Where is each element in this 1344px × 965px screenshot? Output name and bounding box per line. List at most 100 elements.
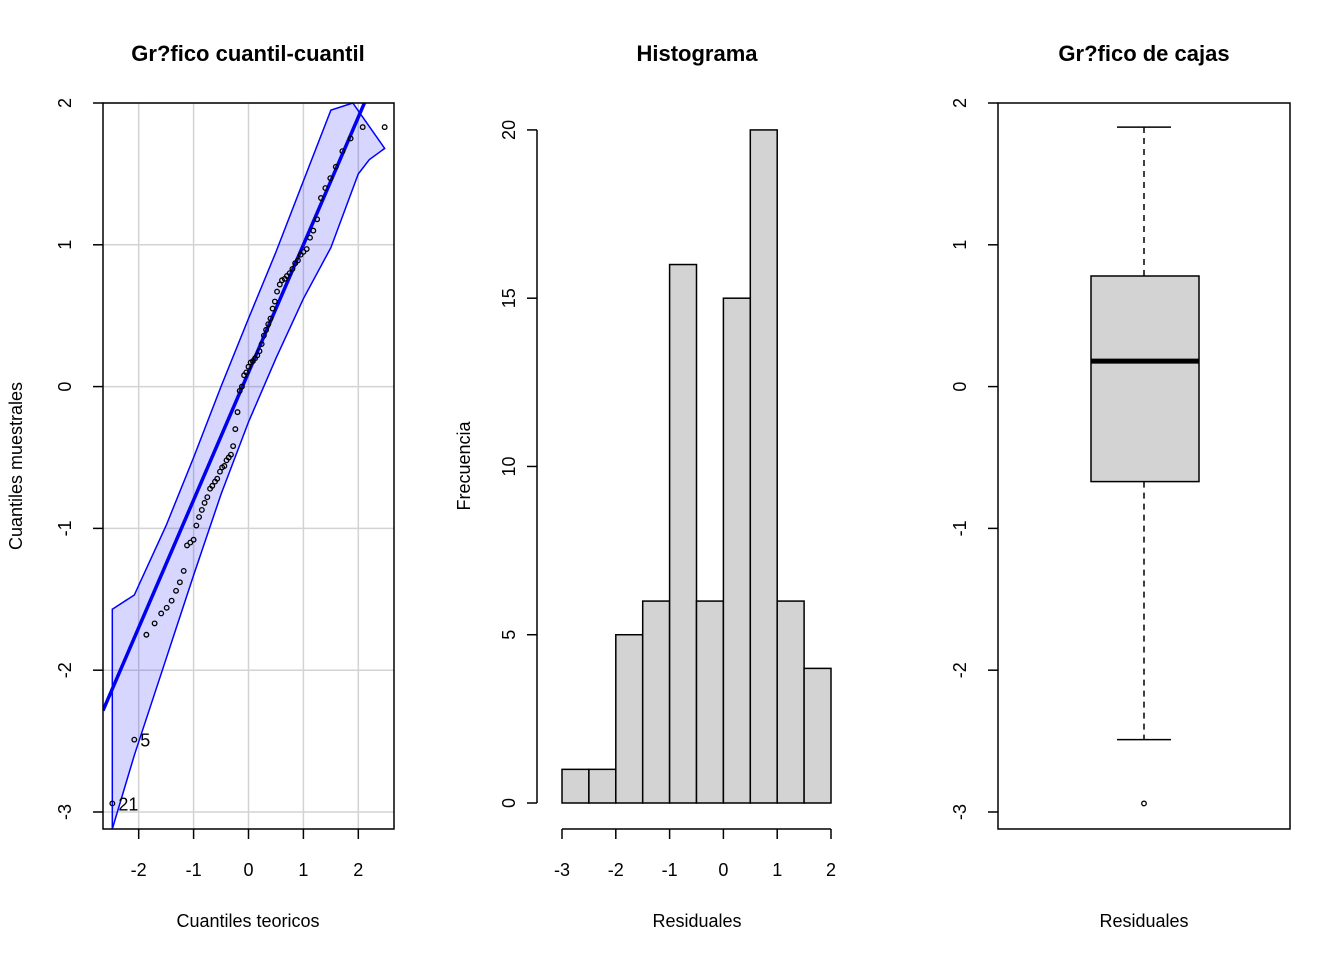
histogram-bar (561, 768, 590, 804)
qq-point (238, 383, 245, 390)
qq-x-tick-label: -2 (131, 860, 147, 880)
boxplot-x-label: Residuales (1099, 911, 1188, 931)
qq-x-tick-label: 2 (353, 860, 363, 880)
boxplot-panel: -3 -2 -1 0 1 2 Gr?fico de cajas Residuales (950, 41, 1291, 931)
qq-points (109, 124, 388, 807)
qq-point (168, 597, 175, 604)
qq-y-tick-label: 0 (55, 382, 75, 392)
qq-point (307, 234, 313, 241)
qq-y-tick-label: -3 (55, 804, 75, 820)
qq-point (300, 248, 307, 255)
histogram-bars (561, 129, 832, 804)
qq-point (184, 542, 190, 549)
qq-point (232, 426, 239, 433)
qq-point (230, 443, 237, 450)
qq-point (294, 257, 301, 264)
qq-point (227, 451, 234, 458)
qq-point (131, 736, 138, 743)
boxplot-y-tick-label: -2 (950, 662, 970, 678)
boxplot-y-tick-label: 1 (950, 240, 970, 250)
qq-point (381, 124, 388, 131)
qq-point (234, 409, 241, 416)
histogram-y-tick-label: 20 (499, 120, 519, 140)
qq-point (214, 475, 221, 482)
qq-point (274, 288, 281, 295)
qq-point (158, 610, 165, 617)
qq-point (271, 298, 278, 305)
qq-point (193, 522, 200, 529)
histogram-y-tick-label: 15 (499, 288, 519, 308)
boxplot-box (1090, 275, 1200, 483)
qq-point (286, 270, 293, 277)
qq-point (322, 185, 329, 192)
boxplot-title: Gr?fico de cajas (1058, 41, 1229, 66)
qq-y-tick-label: 1 (55, 240, 75, 250)
qq-point (303, 246, 310, 253)
qq-x-label: Cuantiles teoricos (176, 911, 319, 931)
qq-point (339, 148, 346, 155)
qq-point (180, 567, 187, 574)
qq-y-tick-label: -2 (55, 662, 75, 678)
histogram-panel: -3 -2 -1 0 1 2 0 5 10 15 20 Histograma Residuales… (454, 41, 836, 931)
boxplot-frame (997, 102, 1291, 830)
histogram-bar (776, 600, 805, 804)
qq-point-labels: 21 5 (118, 731, 150, 815)
histogram-x-tick-label: 1 (772, 860, 782, 880)
qq-y-axis: -3 -2 -1 0 1 2 (55, 98, 103, 820)
qq-point (314, 216, 321, 223)
qq-point (260, 332, 267, 339)
histogram-y-tick-label: 10 (499, 456, 519, 476)
qq-y-label: Cuantiles muestrales (6, 382, 26, 550)
histogram-bar (588, 768, 617, 804)
qq-x-tick-label: -1 (186, 860, 202, 880)
histogram-bar (641, 600, 671, 804)
boxplot-y-tick-label: -3 (950, 804, 970, 820)
histogram-bar (803, 667, 832, 804)
qq-plot-panel: 21 5 -2 -1 0 1 2 -3 -2 -1 0 1 2 Gr?fico cuantil-cu… (6, 41, 395, 931)
qq-point (221, 463, 228, 469)
qq-point (173, 587, 179, 594)
qq-confidence-band (111, 103, 386, 829)
histogram-y-tick-label: 5 (499, 630, 519, 640)
qq-point (143, 631, 150, 638)
qq-point (265, 321, 272, 328)
histogram-bar (615, 633, 644, 804)
qq-x-tick-label: 1 (298, 860, 308, 880)
qq-point (196, 514, 203, 520)
qq-point (187, 539, 194, 546)
qq-point (176, 579, 183, 586)
qq-point (243, 369, 250, 376)
qq-point (263, 326, 270, 333)
boxplot-y-tick-label: 2 (950, 98, 970, 108)
histogram-title: Histograma (636, 41, 758, 66)
qq-point (258, 341, 265, 348)
qq-point (327, 175, 334, 182)
qq-point (267, 315, 274, 322)
qq-x-tick-label: 0 (243, 860, 253, 880)
histogram-y-axis: 0 5 10 15 20 (499, 120, 538, 808)
qq-y-tick-label: 2 (55, 98, 75, 108)
histogram-x-tick-label: 2 (826, 860, 836, 880)
qq-point (198, 507, 205, 513)
qq-point (109, 800, 116, 807)
qq-title: Gr?fico cuantil-cuantil (131, 41, 364, 66)
qq-point (163, 604, 170, 611)
qq-point (347, 135, 354, 142)
qq-point (310, 227, 317, 234)
boxplot-y-tick-label: -1 (950, 520, 970, 536)
histogram-x-axis: -3 -2 -1 0 1 2 (554, 828, 836, 880)
qq-point (359, 124, 366, 131)
qq-point-label: 5 (140, 731, 150, 751)
histogram-bar (695, 600, 725, 804)
histogram-x-tick-label: -3 (554, 860, 570, 880)
qq-x-axis: -2 -1 0 1 2 (131, 829, 363, 880)
histogram-x-tick-label: -1 (662, 860, 678, 880)
qq-y-tick-label: -1 (55, 520, 75, 536)
qq-point (201, 499, 208, 506)
qq-point (332, 163, 339, 170)
qq-point (256, 348, 263, 355)
histogram-x-tick-label: -2 (608, 860, 624, 880)
qq-point (190, 536, 197, 543)
